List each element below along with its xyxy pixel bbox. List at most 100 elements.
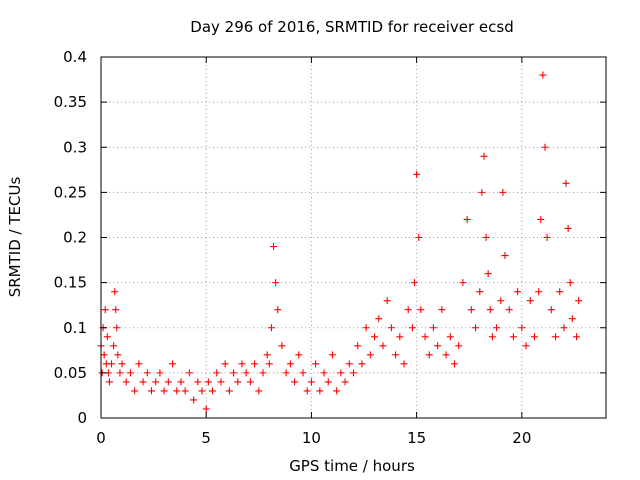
data-point [118,360,126,368]
data-point [396,333,404,341]
data-point [320,369,328,377]
data-point [400,360,408,368]
data-point [358,360,366,368]
data-point [522,342,530,350]
data-point [217,378,225,386]
data-point [202,405,210,413]
data-point [438,306,446,314]
data-point [493,324,501,332]
data-point [463,215,471,223]
data-point [429,324,437,332]
data-point [350,369,357,377]
data-point [103,333,111,341]
data-point [408,324,416,332]
y-tick-label: 0.35 [54,93,87,111]
data-point [286,360,294,368]
data-point [265,360,273,368]
x-tick-label: 20 [512,429,531,447]
data-point [543,234,551,241]
data-point [112,306,120,314]
data-point [509,333,517,341]
data-point [560,324,568,332]
data-point [234,378,242,386]
data-point [100,351,108,359]
data-point [221,360,229,368]
data-point [156,369,164,377]
data-point [375,315,383,323]
data-point [152,378,160,386]
data-point [566,279,574,287]
data-point [434,342,442,350]
data-point [337,369,345,377]
y-tick-label: 0 [77,409,87,427]
chart-title: Day 296 of 2016, SRMTID for receiver ecs… [190,18,513,36]
data-point [573,333,581,341]
data-point [316,387,324,395]
data-point [185,369,193,377]
data-point [514,288,522,296]
data-point [110,342,118,350]
data-point [209,387,217,395]
data-point [354,342,362,350]
data-point [270,243,278,251]
data-point [541,143,549,151]
data-point [564,224,572,232]
data-point [111,288,119,296]
data-point [267,324,275,332]
data-point [160,387,168,395]
y-tick-label: 0.1 [63,319,87,337]
data-point [404,306,412,314]
data-point [131,387,139,395]
data-point [135,360,143,368]
data-point [476,288,484,296]
data-point [225,387,233,395]
y-tick-label: 0.05 [54,364,87,382]
data-point [194,378,202,386]
data-point [451,360,458,368]
data-point [478,188,486,196]
data-point [362,324,370,332]
x-tick-label: 10 [302,429,321,447]
data-point [122,378,130,386]
x-tick-label: 5 [201,429,211,447]
y-tick-label: 0.3 [63,138,87,156]
points-layer [97,71,583,413]
data-point [101,306,109,314]
data-point [442,351,450,359]
data-point [307,378,315,386]
data-point [480,152,488,160]
data-point [143,369,151,377]
data-point [246,378,254,386]
data-point [455,342,463,350]
data-point [526,297,534,305]
data-point [497,297,505,305]
data-point [272,279,280,287]
data-point [575,297,583,305]
data-point [535,288,543,296]
data-point [518,324,526,332]
data-point [291,378,299,386]
data-point [328,351,336,359]
y-axis-label: SRMTID / TECUs [6,177,24,298]
x-axis-label: GPS time / hours [289,457,415,475]
data-point [177,378,185,386]
data-point [148,387,155,395]
data-point [299,369,307,377]
data-point [278,342,286,350]
data-point [255,387,263,395]
data-point [105,378,113,386]
data-point [371,333,379,341]
data-point [446,333,454,341]
data-point [333,387,341,395]
data-point [198,387,206,395]
data-point [556,288,564,296]
data-point [552,333,559,341]
data-point [173,387,181,395]
data-point [164,378,172,386]
data-point [190,396,198,404]
data-point [238,360,246,368]
data-point [324,378,332,386]
y-tick-label: 0.2 [63,229,87,247]
data-point [501,252,509,260]
